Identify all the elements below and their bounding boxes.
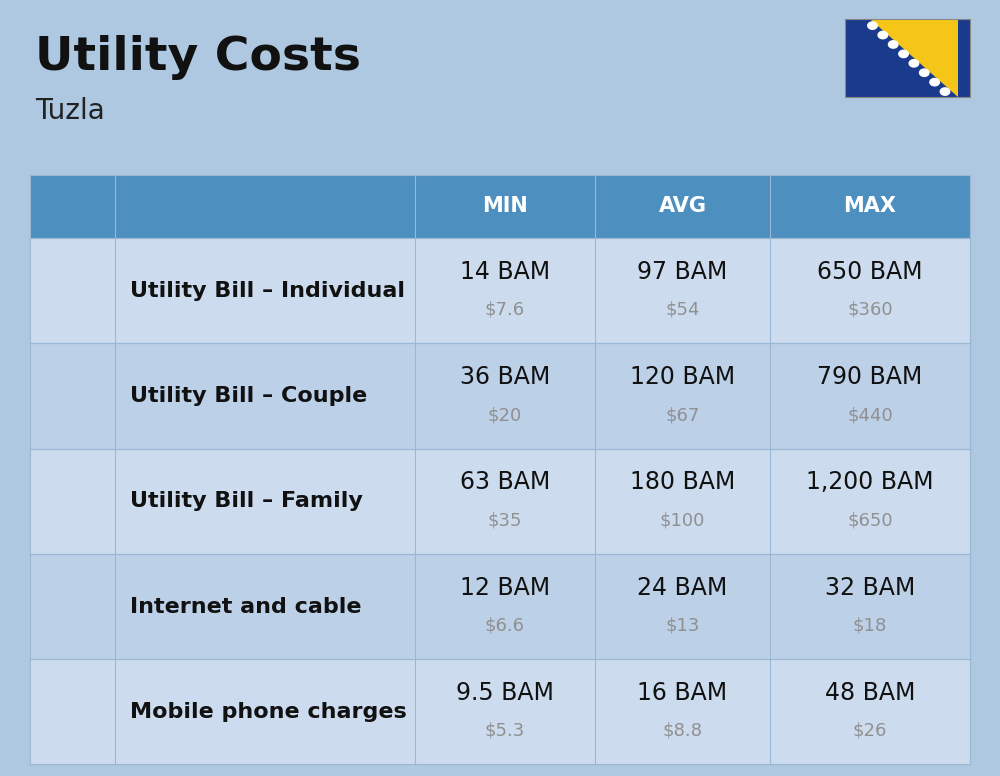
Text: $6.6: $6.6 xyxy=(485,616,525,635)
Text: $13: $13 xyxy=(665,616,700,635)
Text: Mobile phone charges: Mobile phone charges xyxy=(130,702,407,722)
Circle shape xyxy=(920,69,929,76)
Text: $18: $18 xyxy=(853,616,887,635)
FancyBboxPatch shape xyxy=(30,449,970,554)
Circle shape xyxy=(909,60,919,67)
Text: 120 BAM: 120 BAM xyxy=(630,365,735,389)
Circle shape xyxy=(868,22,877,29)
Circle shape xyxy=(940,88,950,95)
Text: Utility Bill – Individual: Utility Bill – Individual xyxy=(130,281,405,301)
Text: 1,200 BAM: 1,200 BAM xyxy=(806,470,934,494)
Text: $360: $360 xyxy=(847,301,893,319)
Text: Tuzla: Tuzla xyxy=(35,97,105,125)
Circle shape xyxy=(878,31,888,39)
FancyBboxPatch shape xyxy=(30,659,970,764)
Text: 650 BAM: 650 BAM xyxy=(817,260,923,284)
Text: $7.6: $7.6 xyxy=(485,301,525,319)
Text: $440: $440 xyxy=(847,406,893,424)
Circle shape xyxy=(888,41,898,48)
Text: 32 BAM: 32 BAM xyxy=(825,576,915,600)
Text: 36 BAM: 36 BAM xyxy=(460,365,550,389)
Text: 180 BAM: 180 BAM xyxy=(630,470,735,494)
Text: 16 BAM: 16 BAM xyxy=(637,681,728,705)
Text: 48 BAM: 48 BAM xyxy=(825,681,915,705)
Circle shape xyxy=(899,50,908,57)
Text: $54: $54 xyxy=(665,301,700,319)
Text: 790 BAM: 790 BAM xyxy=(817,365,923,389)
Text: 9.5 BAM: 9.5 BAM xyxy=(456,681,554,705)
Text: $650: $650 xyxy=(847,511,893,529)
Text: $26: $26 xyxy=(853,722,887,740)
FancyBboxPatch shape xyxy=(845,19,970,97)
Circle shape xyxy=(930,78,939,86)
Text: MIN: MIN xyxy=(482,196,528,217)
Text: AVG: AVG xyxy=(658,196,706,217)
Text: MAX: MAX xyxy=(844,196,896,217)
FancyBboxPatch shape xyxy=(30,344,970,449)
Text: $5.3: $5.3 xyxy=(485,722,525,740)
Text: $100: $100 xyxy=(660,511,705,529)
FancyBboxPatch shape xyxy=(30,238,970,344)
Text: Utility Bill – Couple: Utility Bill – Couple xyxy=(130,386,367,406)
Text: $35: $35 xyxy=(488,511,522,529)
Text: Utility Bill – Family: Utility Bill – Family xyxy=(130,491,363,511)
FancyBboxPatch shape xyxy=(30,175,970,238)
Text: 24 BAM: 24 BAM xyxy=(637,576,728,600)
Text: $20: $20 xyxy=(488,406,522,424)
Text: $8.8: $8.8 xyxy=(662,722,702,740)
Text: Internet and cable: Internet and cable xyxy=(130,597,362,616)
Text: 14 BAM: 14 BAM xyxy=(460,260,550,284)
Polygon shape xyxy=(870,19,958,97)
Text: Utility Costs: Utility Costs xyxy=(35,35,361,80)
FancyBboxPatch shape xyxy=(30,554,970,659)
Text: 97 BAM: 97 BAM xyxy=(637,260,728,284)
Text: 63 BAM: 63 BAM xyxy=(460,470,550,494)
Text: $67: $67 xyxy=(665,406,700,424)
Text: 12 BAM: 12 BAM xyxy=(460,576,550,600)
